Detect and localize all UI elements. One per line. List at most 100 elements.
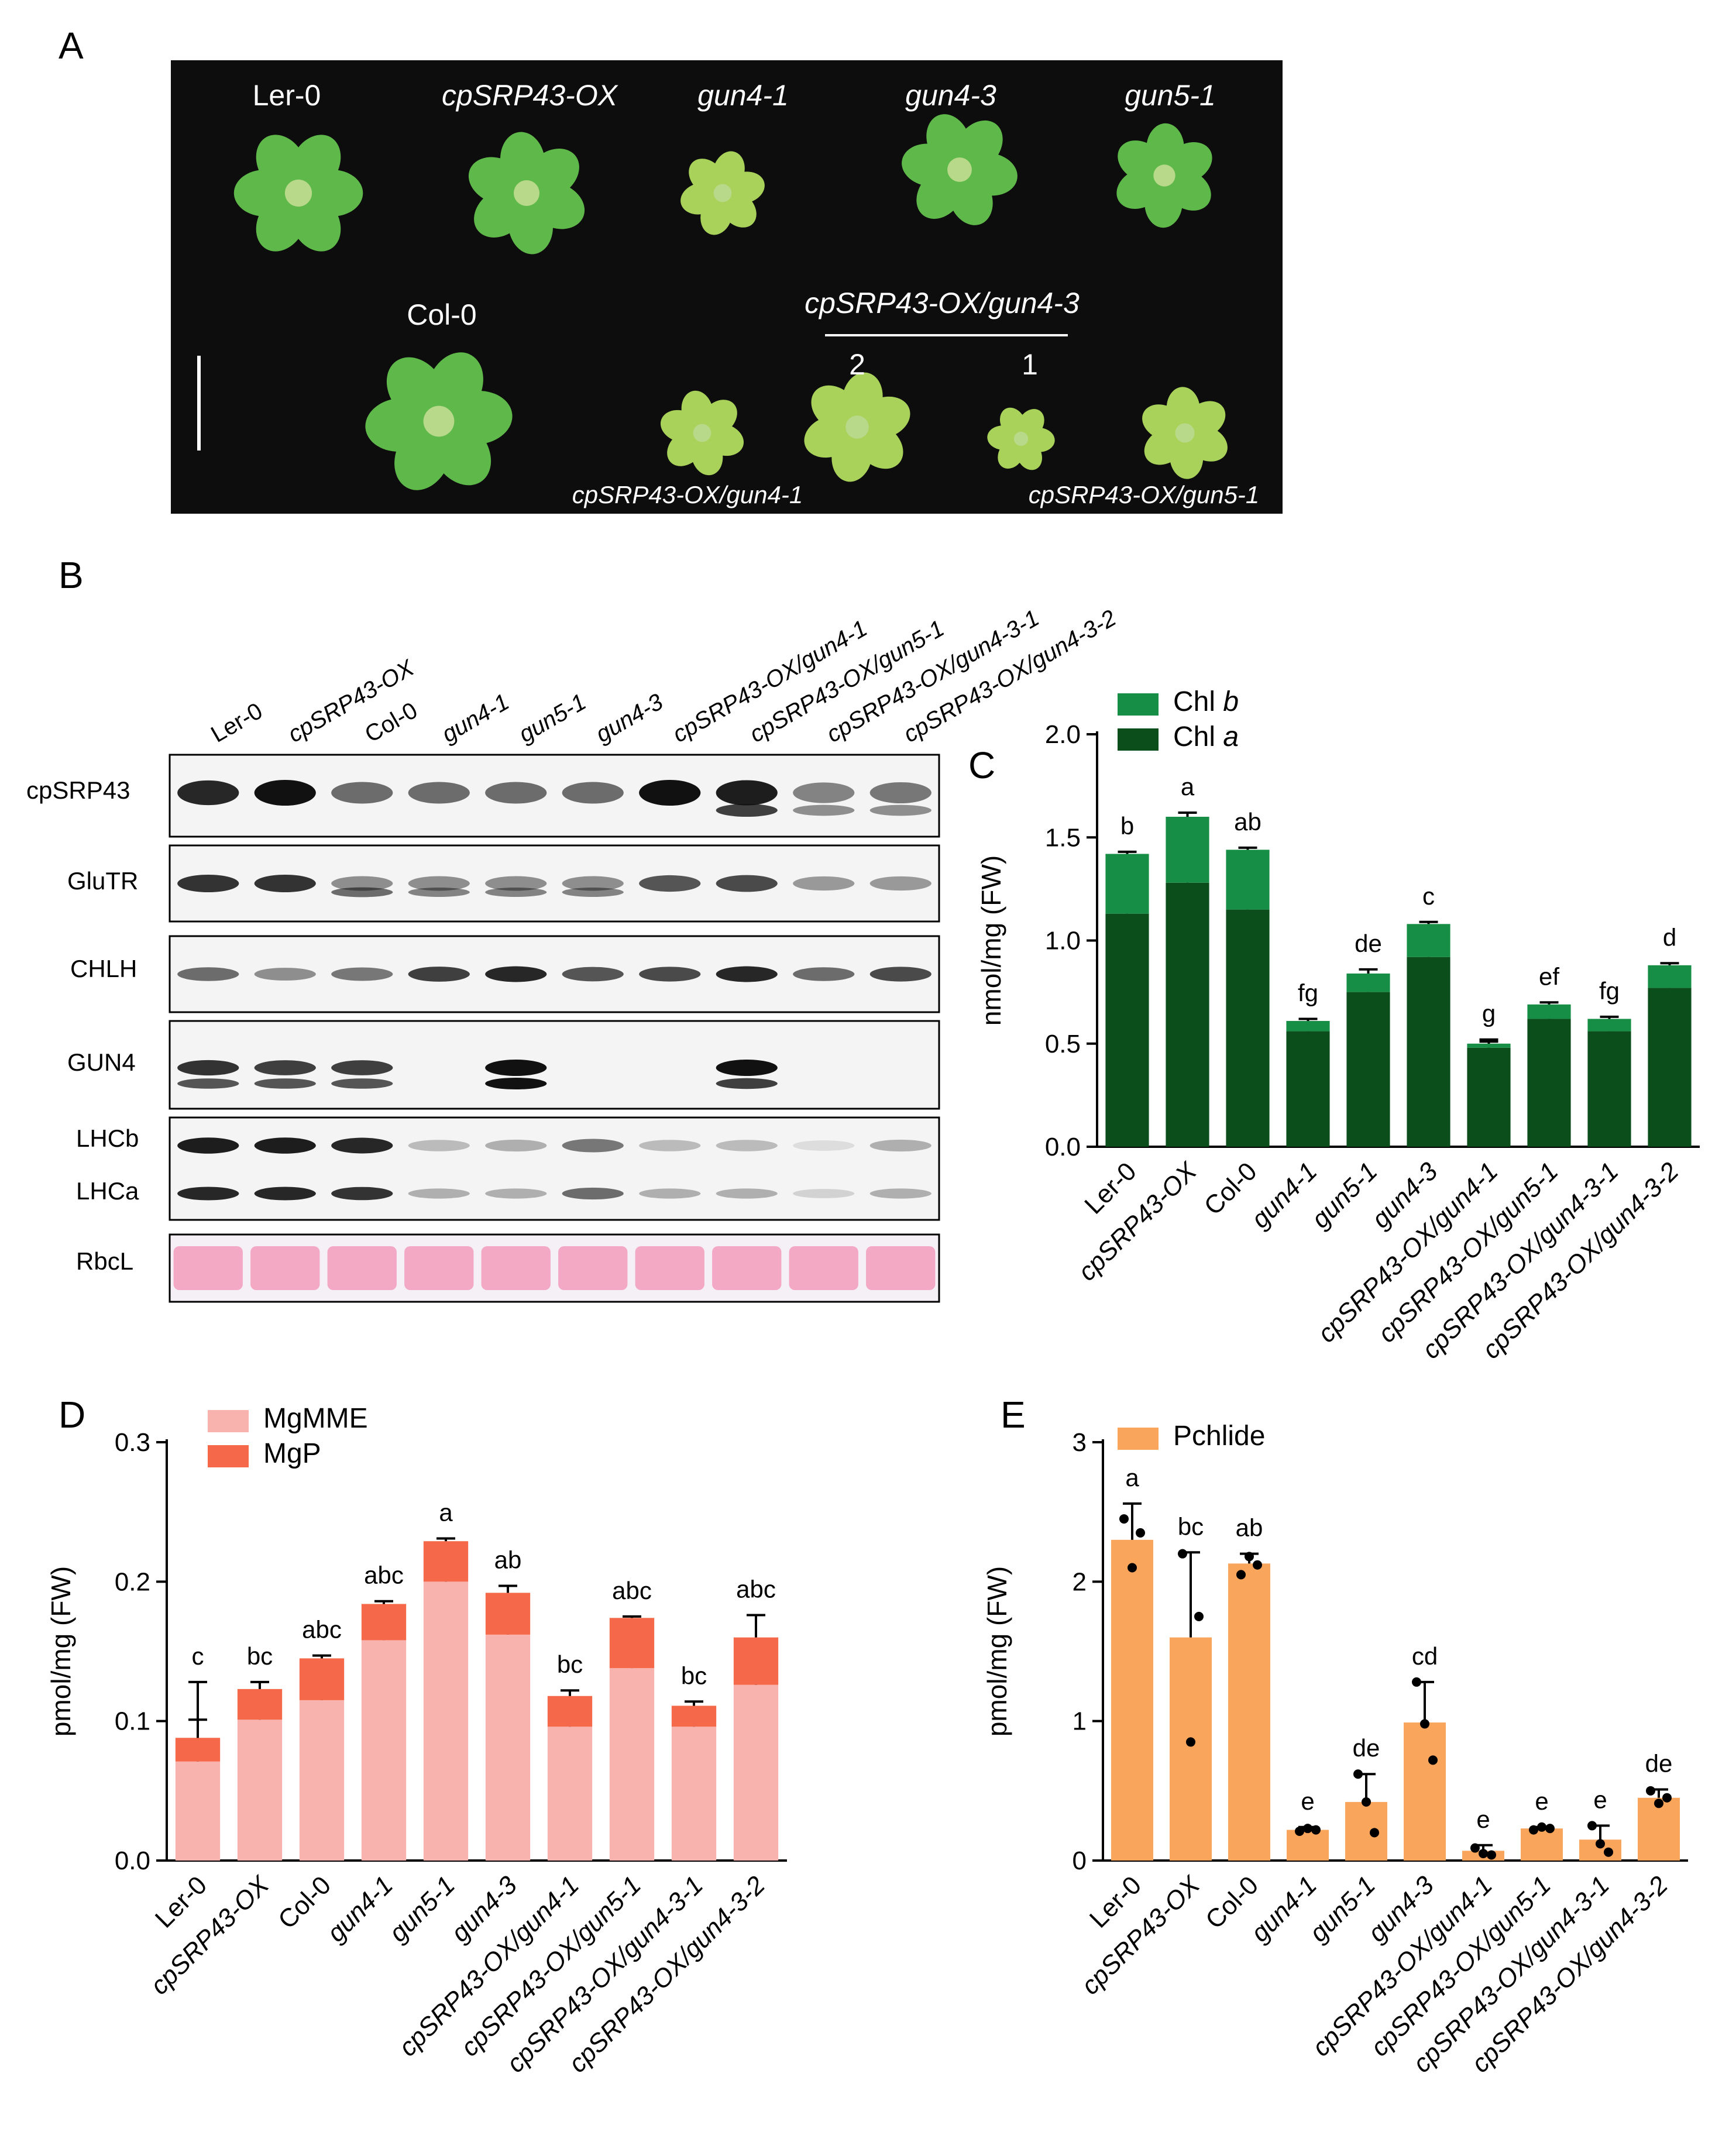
blot-band xyxy=(408,1188,470,1199)
bar-mgmme xyxy=(423,1581,469,1861)
blot-band xyxy=(254,780,316,806)
blot-band xyxy=(485,888,547,897)
bar-chl-a xyxy=(1648,988,1692,1147)
panel-label-d: D xyxy=(59,1394,85,1436)
plant-leaf xyxy=(962,153,1018,196)
significance-letter: abc xyxy=(612,1577,652,1604)
significance-letter: de xyxy=(1645,1749,1673,1777)
bar-mgp xyxy=(671,1705,717,1727)
data-point xyxy=(1420,1719,1429,1729)
bar-chl-a xyxy=(1166,882,1209,1147)
data-point xyxy=(1537,1822,1546,1832)
panel-label-c: C xyxy=(968,744,995,786)
bar-mgp xyxy=(733,1637,779,1685)
blot-band xyxy=(485,876,547,891)
data-point xyxy=(1353,1769,1363,1779)
category-label: gun4-1 xyxy=(1246,1870,1323,1948)
blot-band xyxy=(562,1139,624,1153)
bar-chl-b xyxy=(1346,973,1390,992)
plant-rosette xyxy=(660,390,744,476)
blot-band xyxy=(869,1188,931,1199)
data-point xyxy=(1128,1563,1137,1573)
data-point xyxy=(1479,1849,1488,1859)
data-point xyxy=(1303,1824,1312,1834)
blot-band xyxy=(869,1139,931,1152)
y-tick-label: 0.1 xyxy=(115,1707,150,1736)
blot-band xyxy=(793,967,855,981)
bar-mgmme xyxy=(547,1727,593,1861)
panel-label-b: B xyxy=(59,554,84,596)
significance-letter: a xyxy=(1125,1464,1139,1491)
data-point xyxy=(1646,1786,1655,1796)
bar-mgmme xyxy=(175,1761,221,1861)
legend-swatch xyxy=(1118,693,1159,716)
category-label: gun5-1 xyxy=(1306,1157,1383,1234)
data-point xyxy=(1412,1677,1421,1687)
blot-band xyxy=(331,1078,393,1089)
plant-rosette xyxy=(468,132,585,255)
label-gun4-1: gun4-1 xyxy=(697,79,789,112)
blot-band xyxy=(562,876,624,891)
significance-letter: ab xyxy=(1236,1514,1263,1542)
bar-chl-b xyxy=(1166,817,1209,883)
blot-band xyxy=(254,1078,316,1089)
significance-letter: e xyxy=(1535,1787,1548,1815)
blot-band xyxy=(408,1140,470,1151)
plant-rosette xyxy=(365,352,513,490)
legend-label: MgMME xyxy=(263,1403,368,1434)
plant-leaf xyxy=(290,135,341,193)
blot-label-chlh: CHLH xyxy=(70,955,137,982)
blot-label-lhca: LHCa xyxy=(76,1177,139,1205)
bar-chl-b xyxy=(1286,1020,1330,1031)
blot-band xyxy=(485,1060,547,1076)
significance-letter: fg xyxy=(1599,977,1620,1005)
blot-band xyxy=(793,804,855,816)
bar-mgp xyxy=(299,1658,345,1700)
bar-pchlide xyxy=(1170,1637,1212,1861)
blot-band xyxy=(639,875,701,892)
lane-label: cpSRP43-OX xyxy=(284,655,419,748)
blot-band xyxy=(177,874,239,893)
label-cpsrp43-ox: cpSRP43-OX xyxy=(442,79,618,112)
legend-label: Chl b xyxy=(1173,686,1239,717)
data-point xyxy=(1470,1843,1480,1853)
blot-band xyxy=(254,1060,316,1075)
blot-band xyxy=(177,967,239,981)
rbcl-stain-band xyxy=(327,1246,397,1290)
data-point xyxy=(1253,1560,1262,1570)
bar-chl-a xyxy=(1346,992,1390,1147)
bar-mgmme xyxy=(671,1727,717,1861)
blot-band xyxy=(869,967,931,982)
blot-band xyxy=(331,876,393,891)
y-tick-label: 0.3 xyxy=(115,1428,150,1457)
blot-band xyxy=(562,967,624,982)
significance-letter: a xyxy=(1181,773,1195,800)
blot-band xyxy=(408,888,470,897)
blot-band xyxy=(331,782,393,804)
data-point xyxy=(1295,1826,1304,1836)
significance-letter: abc xyxy=(302,1616,342,1643)
significance-letter: fg xyxy=(1298,979,1318,1006)
blot-band xyxy=(639,780,701,806)
significance-letter: c xyxy=(192,1642,204,1670)
y-tick-label: 1.5 xyxy=(1045,823,1081,852)
blot-band xyxy=(177,1060,239,1076)
label-ox-gun4-1: cpSRP43-OX/gun4-1 xyxy=(572,481,803,508)
bar-chl-a xyxy=(1527,1019,1571,1147)
data-point xyxy=(1487,1850,1496,1860)
bar-mgmme xyxy=(299,1700,345,1861)
data-point xyxy=(1654,1799,1663,1808)
data-point xyxy=(1362,1797,1371,1807)
blot-band xyxy=(485,1078,547,1089)
panel-label-a: A xyxy=(59,25,84,67)
bar-chl-b xyxy=(1467,1043,1511,1048)
blot-band xyxy=(639,1188,701,1199)
blot-band xyxy=(639,967,701,982)
legend-swatch xyxy=(1118,728,1159,751)
plant-leaf xyxy=(831,429,872,482)
significance-letter: cd xyxy=(1412,1642,1438,1670)
legend-label: MgP xyxy=(263,1438,321,1469)
plant-leaf xyxy=(431,420,491,486)
blot-band xyxy=(716,1140,778,1151)
